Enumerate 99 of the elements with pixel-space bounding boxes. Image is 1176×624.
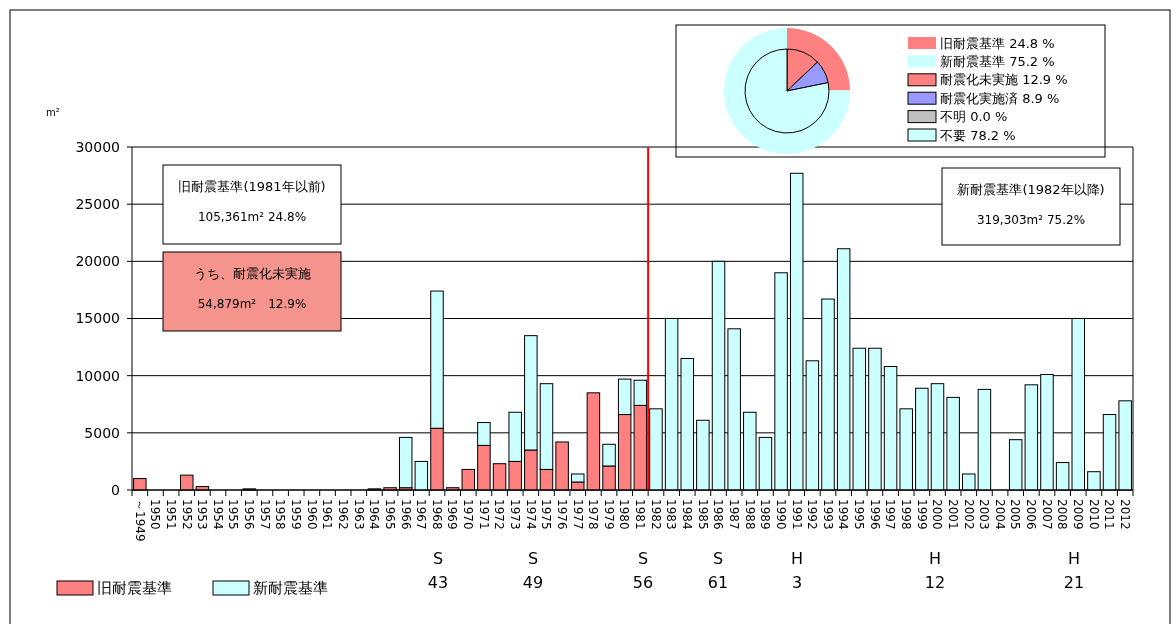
data-label: 78.2 % [970, 127, 1016, 143]
x-tick-label: 1953 [195, 499, 210, 530]
x-tick-label: 2007 [1039, 499, 1054, 530]
x-tick-label: 1964 [367, 499, 382, 530]
y-tick-label: 20000 [75, 253, 120, 270]
x-tick-label: 1999 [914, 499, 929, 530]
x-tick-label: 1950 [148, 499, 163, 530]
text: S 43 [427, 549, 449, 592]
x-tick-label: 2003 [977, 499, 992, 530]
x-tick-label: 1975 [539, 499, 554, 530]
x-tick-label: 1997 [883, 499, 898, 530]
x-tick-label: 1998 [899, 499, 914, 530]
y-tick-label: 5000 [84, 424, 120, 441]
legend-label: 耐震化実施済 [940, 90, 1018, 106]
x-tick-label: 1983 [664, 499, 679, 530]
x-tick-label: 1979 [601, 499, 616, 530]
x-tick-label: 2011 [1102, 499, 1117, 530]
annotation: 105,361m² 24.8% [197, 210, 307, 224]
y-tick-label: 0 [111, 481, 120, 498]
x-tick-label: 1978 [586, 499, 601, 530]
x-tick-label: 1968 [429, 499, 444, 530]
x-tick-label: 1988 [742, 499, 757, 530]
legend-label: 新耐震基準 [940, 53, 1005, 69]
legend-label: 不要 [940, 127, 966, 143]
y-tick-label: 25000 [75, 196, 120, 213]
legend-label: 旧耐震基準 [940, 35, 1005, 51]
x-tick-label: 1980 [617, 499, 632, 530]
legend-label: 不明 [940, 109, 966, 125]
x-tick-label: 2005 [1008, 499, 1023, 530]
legend-label: 旧耐震基準 [97, 579, 172, 598]
x-tick-label: 1989 [758, 499, 773, 530]
x-tick-label: 1974 [523, 499, 538, 530]
x-tick-label: 1962 [335, 499, 350, 530]
x-tick-label: 2008 [1055, 499, 1070, 530]
x-tick-label: 1965 [382, 499, 397, 530]
text: S 56 [632, 549, 654, 592]
x-tick-label: 1992 [805, 499, 820, 530]
x-tick-label: 1991 [789, 499, 804, 530]
x-tick-label: 1958 [273, 499, 288, 530]
x-tick-label: 2006 [1024, 499, 1039, 530]
x-tick-label: 1996 [867, 499, 882, 530]
annotation: うち、耐震化未実施 [193, 266, 311, 281]
x-tick-label: 1957 [257, 499, 272, 530]
text: H 21 [1063, 549, 1085, 592]
x-tick-label: 1984 [680, 499, 695, 530]
x-tick-label: 1990 [773, 499, 788, 530]
text: S 61 [707, 549, 729, 592]
x-tick-label: 1955 [226, 499, 241, 530]
x-tick-label: 2001 [945, 499, 960, 530]
x-tick-label: 1982 [648, 499, 663, 530]
x-tick-label: 1952 [179, 499, 194, 530]
x-tick-label: 1985 [695, 499, 710, 530]
x-tick-label: 1967 [414, 499, 429, 530]
x-tick-label: 1951 [163, 499, 178, 530]
x-tick-label: 1960 [304, 499, 319, 530]
x-tick-label: 1961 [320, 499, 335, 530]
x-tick-label: 1987 [726, 499, 741, 530]
x-tick-label: 1966 [398, 499, 413, 530]
x-tick-label: 1954 [210, 499, 225, 530]
data-label: 12.9 % [1022, 72, 1068, 88]
y-axis-title: m² [46, 107, 60, 118]
data-label: 24.8 % [1009, 35, 1055, 51]
x-tick-label: 1995 [852, 499, 867, 530]
x-tick-label: 2000 [930, 499, 945, 530]
text: 0.0 % [970, 109, 1008, 125]
x-tick-label: 2009 [1071, 499, 1086, 530]
x-tick-label: 1956 [242, 499, 257, 530]
x-tick-label: 1977 [570, 499, 585, 530]
text: H 3 [790, 549, 804, 592]
legend-label: 耐震化未実施 [940, 72, 1018, 88]
annotation: 新耐震基準(1982年以降) [957, 182, 1105, 197]
y-tick-label: 15000 [75, 310, 120, 327]
x-tick-label: ～1949 [132, 499, 147, 542]
x-tick-label: 1972 [492, 499, 507, 530]
annotation: 旧耐震基準(1981年以前) [178, 179, 326, 194]
text: H 12 [924, 549, 946, 592]
annotation: 54,879m² 12.9% [197, 297, 307, 311]
legend-label: 新耐震基準 [253, 579, 328, 598]
x-tick-label: 1973 [508, 499, 522, 530]
x-tick-label: 1986 [711, 499, 726, 530]
data-label: 8.9 % [1022, 90, 1060, 106]
y-tick-label: 30000 [75, 138, 120, 155]
x-tick-label: 2010 [1086, 499, 1101, 530]
x-tick-label: 1963 [351, 499, 366, 530]
x-tick-label: 1993 [820, 499, 835, 530]
annotation: 319,303m² 75.2% [976, 213, 1086, 227]
x-tick-label: 1970 [461, 499, 476, 530]
y-tick-label: 10000 [75, 367, 120, 384]
x-tick-label: 2002 [961, 499, 976, 530]
x-tick-label: 1971 [476, 499, 491, 530]
data-label: 75.2 % [1009, 53, 1055, 69]
x-tick-label: 1959 [289, 499, 304, 530]
x-tick-label: 1994 [836, 499, 851, 530]
x-tick-label: 2004 [992, 499, 1007, 530]
x-tick-label: 1976 [554, 499, 569, 530]
x-tick-label: 2012 [1117, 499, 1132, 530]
x-tick-label: 1969 [445, 499, 460, 530]
x-tick-label: 1981 [633, 499, 648, 530]
text: S 49 [522, 549, 544, 592]
